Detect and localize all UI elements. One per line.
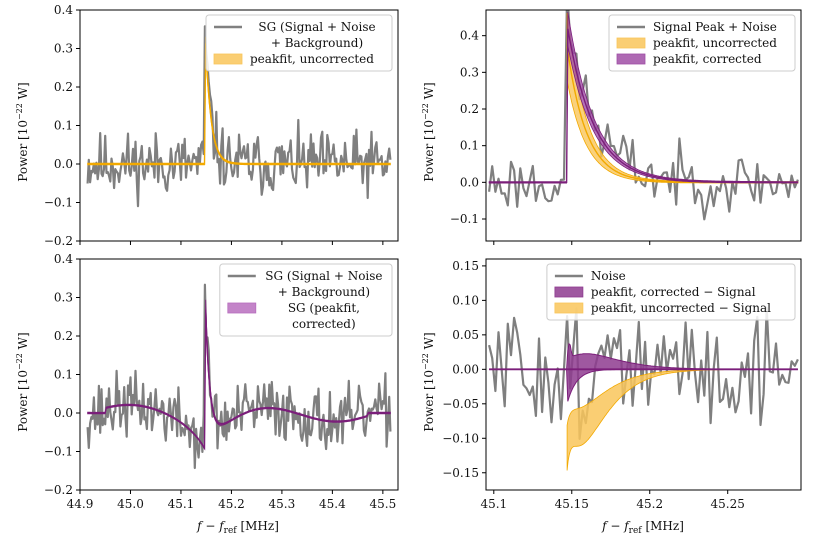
- x-tick-label-bottom-right-3: 45.25: [711, 497, 745, 511]
- legend-label-bottom-right-0-0: Noise: [591, 269, 626, 283]
- y-tick-label-top-left-1: −0.1: [44, 196, 73, 210]
- y-tick-label-bottom-right-5: 0.10: [452, 293, 479, 307]
- y-tick-label-top-right-3: 0.2: [460, 102, 479, 116]
- y-tick-label-top-right-4: 0.3: [460, 65, 479, 79]
- y-axis-label-top-left: Power [10−22 W]: [15, 82, 30, 181]
- plot-area-bottom-right: [488, 306, 799, 471]
- legend-label-top-left-0-1: + Background): [271, 36, 363, 50]
- y-tick-label-bottom-right-1: −0.10: [442, 431, 479, 445]
- plot-area-top-right: [488, 10, 799, 221]
- axes-frame-top-right: [485, 9, 802, 242]
- y-tick-label-bottom-left-0: −0.2: [44, 483, 73, 497]
- y-tick-label-top-right-5: 0.4: [460, 29, 479, 43]
- y-tick-label-bottom-right-2: −0.05: [442, 397, 479, 411]
- y-axis-label-bottom-right: Power [10−22 W]: [421, 332, 436, 431]
- panel-bottom-left: −0.2 −0.1 0.0 0.1 0.2 0.3 0.4 44.9 45.0 45.1 45.2 4…: [44, 252, 399, 511]
- y-tick-label-top-right-1: 0.0: [460, 175, 479, 189]
- legend-swatch-bottom-right-2: [554, 302, 584, 314]
- legend-top-right: Signal Peak + Noise peakfit, uncorrected p…: [608, 14, 796, 72]
- y-tick-label-bottom-right-6: 0.15: [452, 259, 479, 273]
- legend-label-top-right-2-0: peakfit, corrected: [653, 52, 762, 66]
- y-tick-label-top-right-0: −0.1: [450, 212, 479, 226]
- legend-label-bottom-left-0-1: + Background): [278, 285, 370, 299]
- series-top-right-0: [488, 10, 799, 221]
- y-tick-label-bottom-left-4: 0.2: [54, 329, 73, 343]
- y-tick-label-top-left-3: 0.1: [54, 119, 73, 133]
- legend-label-bottom-left-1-0: SG (peakfit,: [288, 301, 360, 315]
- series-bottom-left-1-line: [87, 309, 391, 451]
- x-tick-label-bottom-left-1: 45.0: [117, 497, 144, 511]
- y-tick-label-top-right-2: 0.1: [460, 139, 479, 153]
- y-tick-label-bottom-right-4: 0.05: [452, 328, 479, 342]
- y-tick-label-top-left-5: 0.3: [54, 42, 73, 56]
- legend-box-top-left: [205, 14, 393, 72]
- legend-label-top-left-0-0: SG (Signal + Noise: [258, 20, 375, 34]
- x-axis-label-right: f − fref [MHz]: [601, 519, 684, 536]
- legend-box-top-right: [608, 14, 796, 72]
- x-tick-label-bottom-left-4: 45.3: [269, 497, 296, 511]
- x-tick-label-bottom-right-2: 45.2: [636, 497, 663, 511]
- legend-swatch-top-right-2: [616, 53, 646, 65]
- y-tick-label-top-left-2: 0.0: [54, 157, 73, 171]
- x-tick-label-bottom-right-0: 45.1: [480, 497, 507, 511]
- y-tick-label-top-left-0: −0.2: [44, 234, 73, 248]
- x-tick-label-bottom-left-5: 45.4: [319, 497, 346, 511]
- series-top-left-0: [86, 25, 392, 208]
- x-tick-label-bottom-left-6: 45.5: [369, 497, 396, 511]
- y-axis-label-bottom-left: Power [10−22 W]: [15, 332, 30, 431]
- x-tick-label-bottom-left-2: 45.1: [168, 497, 195, 511]
- plot-area-bottom-left: [86, 283, 392, 470]
- legend-swatch-bottom-left-1: [227, 302, 257, 314]
- series-top-left-1-line: [87, 43, 391, 165]
- legend-top-left: SG (Signal + Noise + Background) peakfit, …: [205, 14, 393, 72]
- panel-top-right: −0.1 0.0 0.1 0.2 0.3 0.4 Signal Peak + Noise pe…: [450, 9, 802, 245]
- legend-bottom-left: SG (Signal + Noise + Background) SG (peakf…: [219, 263, 393, 337]
- series-top-left-1-band: [87, 36, 391, 166]
- legend-swatch-top-left-1: [213, 53, 243, 65]
- legend-swatch-top-right-1: [616, 37, 646, 49]
- plot-area-top-left: [86, 25, 392, 208]
- panel-top-left: −0.2 −0.1 0.0 0.1 0.2 0.3 0.4 SG (Signal + Nois…: [44, 3, 399, 248]
- x-tick-label-bottom-left-3: 45.2: [218, 497, 245, 511]
- y-tick-label-bottom-left-2: 0.0: [54, 406, 73, 420]
- y-tick-label-bottom-left-5: 0.3: [54, 291, 73, 305]
- y-tick-label-top-left-6: 0.4: [54, 3, 73, 17]
- legend-bottom-right: Noise peakfit, corrected − Signal peakfit,…: [546, 263, 796, 321]
- legend-box-bottom-left: [219, 263, 393, 337]
- legend-label-bottom-left-1-1: corrected): [292, 317, 356, 331]
- series-bottom-right-0: [488, 306, 799, 440]
- y-tick-label-bottom-left-6: 0.4: [54, 252, 73, 266]
- x-axis-label-left: f − fref [MHz]: [196, 519, 279, 536]
- legend-label-top-right-1-0: peakfit, uncorrected: [653, 36, 777, 50]
- legend-label-top-left-1-0: peakfit, uncorrected: [250, 52, 374, 66]
- legend-label-top-right-0-0: Signal Peak + Noise: [653, 20, 777, 34]
- legend-label-bottom-left-0-0: SG (Signal + Noise: [265, 269, 382, 283]
- legend-label-bottom-right-2-0: peakfit, uncorrected − Signal: [591, 301, 771, 315]
- series-top-right-2-line: [489, 28, 798, 184]
- series-bottom-left-0: [86, 283, 392, 470]
- series-bottom-right-2-band: [489, 342, 798, 402]
- x-tick-label-bottom-left-0: 44.9: [67, 497, 94, 511]
- y-axis-label-top-right: Power [10−22 W]: [421, 82, 436, 181]
- x-tick-label-bottom-right-1: 45.15: [555, 497, 589, 511]
- y-tick-label-bottom-right-3: 0.00: [452, 362, 479, 376]
- y-tick-label-bottom-left-3: 0.1: [54, 368, 73, 382]
- legend-label-bottom-right-1-0: peakfit, corrected − Signal: [591, 285, 756, 299]
- y-tick-label-bottom-right-0: −0.15: [442, 466, 479, 480]
- panel-bottom-right: −0.15 −0.10 −0.05 0.00 0.05 0.10 0.15 45.1 45.15…: [442, 258, 802, 511]
- axes-frame-bottom-right: [485, 258, 802, 491]
- legend-box-bottom-right: [546, 263, 796, 321]
- y-tick-label-top-left-4: 0.2: [54, 80, 73, 94]
- y-tick-label-bottom-left-1: −0.1: [44, 445, 73, 459]
- legend-swatch-bottom-right-1: [554, 286, 584, 298]
